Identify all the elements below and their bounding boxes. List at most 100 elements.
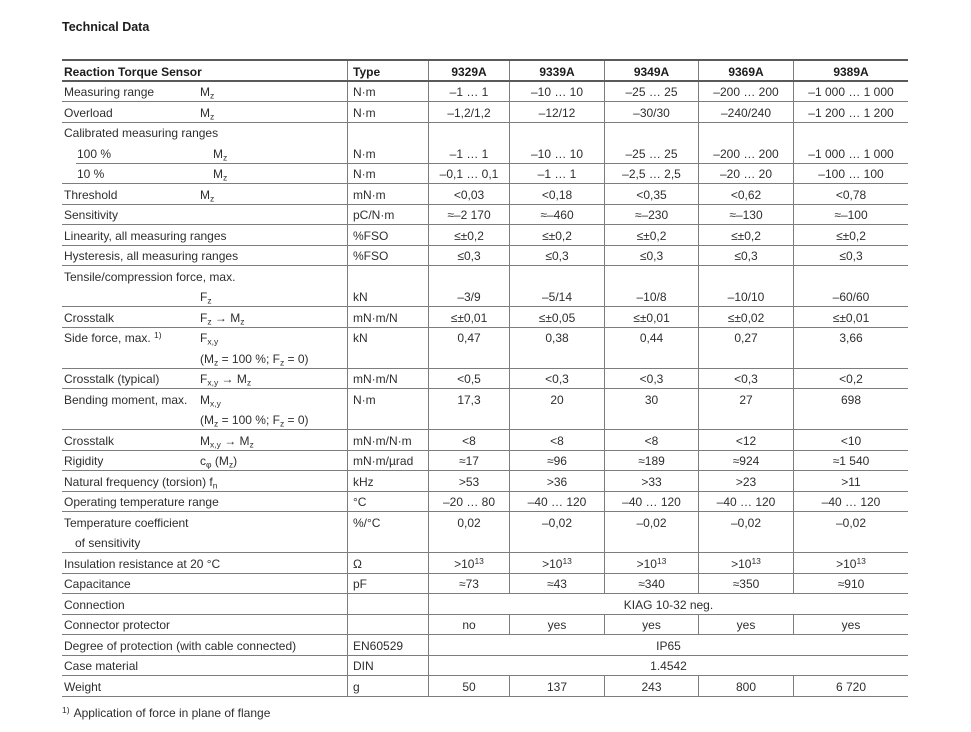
value-cell <box>428 266 509 287</box>
param-cell: Weight <box>62 676 347 696</box>
value-cell: –1 000 … 1 000 <box>793 81 908 101</box>
param-label: Crosstalk (typical) <box>64 372 160 386</box>
param-cell: Capacitance <box>62 574 347 594</box>
value-cell: –1 … 1 <box>428 143 509 163</box>
value-cell: 243 <box>604 676 698 696</box>
param-cell: Overload Mz <box>62 102 347 122</box>
param-label: Natural frequency (torsion) fn <box>64 474 218 490</box>
value-cell: ≈340 <box>604 573 698 593</box>
table-body: Measuring range Mz N·m –1 … 1 –10 … 10 –25 … … <box>62 81 908 697</box>
page-title: Technical Data <box>62 20 150 34</box>
param-label: Overload <box>64 105 113 120</box>
value-cell: <10 <box>793 430 908 450</box>
value-cell: –10/8 <box>604 286 698 306</box>
param-cell: Sensitivity <box>62 205 347 225</box>
param-label: Rigidity <box>64 454 104 468</box>
param-label: Weight <box>64 679 102 694</box>
table-row: Rigidity cφ (Mz) mN·m/µrad ≈17 ≈96 ≈189 ≈924 ≈1… <box>62 450 908 471</box>
value-cell: 3,66 <box>793 327 908 368</box>
value-cell: –40 … 120 <box>698 491 793 511</box>
table-row: Crosstalk Fz → Mz mN·m/N ≤±0,01 ≤±0,05 ≤±0,01… <box>62 307 908 328</box>
unit-cell: mN·m/N <box>347 368 428 388</box>
value-cell: ≤0,3 <box>428 245 509 265</box>
value-cell: ≤±0,02 <box>698 307 793 327</box>
param-label: Linearity, all measuring ranges <box>64 228 227 243</box>
unit-cell: kN <box>347 327 428 368</box>
value-cell: yes <box>698 614 793 634</box>
table-row: Natural frequency (torsion) fn kHz >53 >36 >… <box>62 471 908 492</box>
param-label: Case material <box>64 659 139 673</box>
value-cell: <8 <box>604 430 698 450</box>
table-row: Calibrated measuring ranges <box>62 122 908 143</box>
value-cell: –30/30 <box>604 102 698 122</box>
value-cell: –20 … 80 <box>428 491 509 511</box>
param-cell: 100 % Mz <box>62 143 347 163</box>
value-cell <box>428 122 509 143</box>
param-label: Sensitivity <box>64 208 119 222</box>
unit-cell: g <box>347 676 428 696</box>
value-cell: –25 … 25 <box>604 81 698 101</box>
value-cell: ≈–460 <box>509 204 604 224</box>
value-cell: ≈1 540 <box>793 450 908 470</box>
param-label: Side force, max. 1) <box>64 330 162 345</box>
value-cell <box>793 266 908 287</box>
table-row: Case material DIN 1.4542 <box>62 655 908 676</box>
value-cell: ≈–2 170 <box>428 204 509 224</box>
unit-cell <box>347 122 428 143</box>
value-cell: <12 <box>698 430 793 450</box>
param-cell: Natural frequency (torsion) fn <box>62 471 347 491</box>
param-cell: Temperature coefficient of sensitivity <box>62 512 347 552</box>
value-cell: >53 <box>428 471 509 491</box>
value-cell: –100 … 100 <box>793 163 908 183</box>
table-row: Overload Mz N·m –1,2/1,2 –12/12 –30/30 –240/24… <box>62 102 908 123</box>
value-cell: –10 … 10 <box>509 143 604 163</box>
value-cell: –3/9 <box>428 286 509 306</box>
value-cell: 0,44 <box>604 327 698 368</box>
value-cell: >36 <box>509 471 604 491</box>
unit-cell <box>347 266 428 287</box>
value-cell: 30 <box>604 389 698 429</box>
value-cell: yes <box>604 614 698 634</box>
unit-cell: pC/N·m <box>347 204 428 224</box>
param-symbol: Mx,y → Mz <box>200 433 254 449</box>
unit-cell: mN·m/N·m <box>347 430 428 450</box>
table-row: 100 % Mz N·m –1 … 1 –10 … 10 –25 … 25 –200 … 2… <box>62 143 908 164</box>
value-cell: –1 … 1 <box>509 163 604 183</box>
footnote: 1) Application of force in plane of flang… <box>62 706 270 720</box>
table-row: Linearity, all measuring ranges %FSO ≤±0,2… <box>62 225 908 246</box>
table-row: Insulation resistance at 20 °C Ω >1013 >101… <box>62 553 908 574</box>
value-cell: ≤±0,05 <box>509 307 604 327</box>
value-cell: –240/240 <box>698 102 793 122</box>
param-cell: Hysteresis, all measuring ranges <box>62 246 347 266</box>
table-row: Connector protector no yes yes yes yes <box>62 614 908 635</box>
value-cell: –200 … 200 <box>698 81 793 101</box>
unit-cell <box>347 614 428 634</box>
value-cell: <0,3 <box>698 368 793 388</box>
table-row: Bending moment, max. Mx,y (Mz = 100 %; Fz … <box>62 389 908 430</box>
table-header-model: 9369A <box>698 61 793 80</box>
param-label: Degree of protection (with cable connect… <box>64 638 297 653</box>
unit-cell: N·m <box>347 163 428 183</box>
param-cell: Measuring range Mz <box>62 82 347 102</box>
value-cell: ≈–100 <box>793 204 908 224</box>
footnote-text: Application of force in plane of flange <box>73 706 271 720</box>
value-cell: 0,47 <box>428 327 509 368</box>
param-cell: Connector protector <box>62 615 347 635</box>
value-cell: –10 … 10 <box>509 81 604 101</box>
value-cell: 27 <box>698 389 793 429</box>
table-row: Tensile/compression force, max. <box>62 266 908 287</box>
value-cell: <0,3 <box>604 368 698 388</box>
value-cell: ≤±0,2 <box>698 225 793 245</box>
param-symbol: Mz <box>200 105 215 121</box>
value-cell: –20 … 20 <box>698 163 793 183</box>
value-cell: ≤±0,2 <box>428 225 509 245</box>
param-symbol: Fz <box>200 290 212 306</box>
value-cell: ≤0,3 <box>604 245 698 265</box>
value-cell: ≈73 <box>428 573 509 593</box>
param-label: Threshold <box>64 187 118 202</box>
table-header-models: 9329A 9339A 9349A 9369A 9389A <box>428 61 908 80</box>
param-cell: Fz <box>62 287 347 307</box>
table-header-model: 9349A <box>604 61 698 80</box>
param-cell: Degree of protection (with cable connect… <box>62 635 347 655</box>
unit-cell: °C <box>347 491 428 511</box>
